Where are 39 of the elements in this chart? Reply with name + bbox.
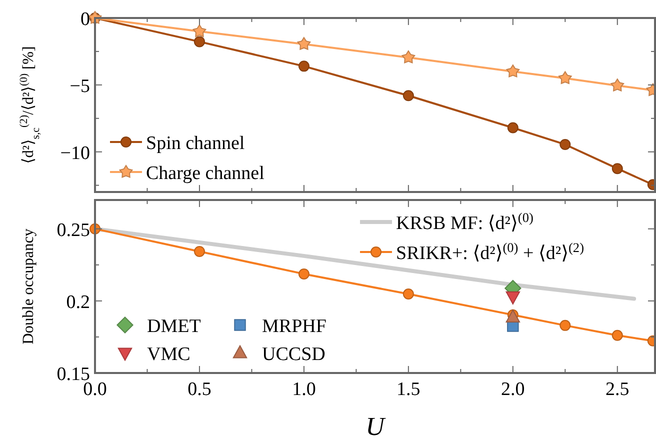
x-tick-label: 0.5 bbox=[188, 379, 212, 400]
x-tick-label: 1.0 bbox=[292, 379, 316, 400]
point bbox=[506, 310, 520, 323]
point bbox=[402, 90, 414, 102]
legend-label: Spin channel bbox=[146, 133, 245, 154]
y-tick-label: 0 bbox=[80, 9, 90, 30]
point bbox=[612, 163, 623, 174]
point bbox=[297, 37, 311, 50]
legend-label: KRSB MF: ⟨d²⟩$^{(0)}$ bbox=[396, 210, 534, 234]
y-tick-label: −5 bbox=[70, 76, 90, 97]
point bbox=[298, 60, 310, 72]
x-axis-title: U bbox=[366, 412, 387, 441]
point bbox=[192, 24, 206, 38]
y-tick-label: 0.2 bbox=[66, 292, 90, 313]
point bbox=[194, 36, 205, 48]
point bbox=[194, 246, 205, 257]
y-axis-title: Double occupancy bbox=[20, 228, 37, 344]
point bbox=[506, 64, 520, 78]
legend-label: DMET bbox=[147, 316, 202, 337]
point bbox=[560, 320, 571, 331]
x-tick-label: 1.5 bbox=[396, 379, 420, 400]
point bbox=[560, 138, 571, 150]
y-tick-label: −10 bbox=[60, 142, 90, 164]
x-tick-label: 2.5 bbox=[606, 379, 630, 400]
legend-label: VMC bbox=[147, 344, 190, 365]
legend-label: SRIKR+: ⟨d²⟩$^{(0)}$ + ⟨d²⟩$^{(2)}$ bbox=[396, 240, 584, 264]
y-tick-label: 0.25 bbox=[56, 220, 90, 241]
point bbox=[298, 268, 310, 280]
point bbox=[610, 78, 624, 92]
x-tick-label: 2.0 bbox=[501, 379, 525, 400]
legend-label: MRPHF bbox=[262, 316, 326, 337]
point bbox=[506, 291, 520, 304]
legend-label: UCCSD bbox=[262, 344, 326, 365]
point bbox=[612, 330, 623, 341]
legend-label: Charge channel bbox=[146, 163, 264, 184]
point bbox=[402, 288, 414, 300]
point bbox=[507, 122, 518, 134]
point bbox=[558, 71, 572, 84]
point bbox=[402, 50, 416, 64]
